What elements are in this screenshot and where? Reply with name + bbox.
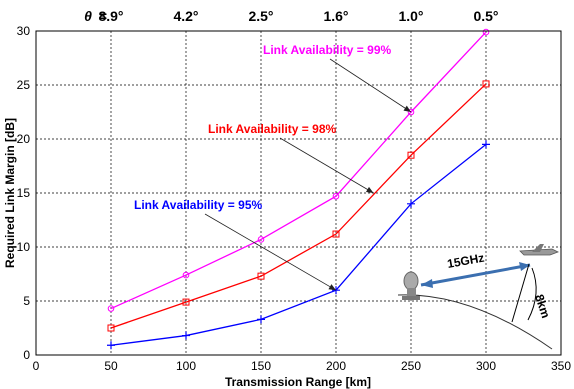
series-circle: [107, 28, 490, 312]
data-point: [482, 80, 490, 88]
plot-frame: [35, 30, 562, 356]
altitude-brace: [527, 267, 537, 321]
y-axis-title: Required Link Margin [dB]: [3, 118, 17, 268]
data-point: [107, 341, 115, 350]
grid: [36, 31, 561, 355]
data-point: [182, 298, 190, 306]
annotation-label: Link Availability = 95%: [134, 198, 262, 212]
x-tick-label: 100: [176, 359, 196, 373]
data-point: [257, 315, 265, 324]
x-axis-title: Transmission Range [km]: [225, 375, 371, 389]
altitude-line: [511, 263, 530, 323]
theta-label: 0.5°: [473, 8, 498, 24]
x-tick-label: 300: [476, 359, 496, 373]
series-layer: [107, 28, 490, 350]
series-line: [110, 31, 487, 310]
data-point: [407, 199, 415, 208]
data-point: [332, 192, 340, 200]
series-line: [110, 143, 487, 346]
theta-label: 8.9°: [98, 8, 123, 24]
annotation: Link Availability = 98%: [208, 122, 374, 194]
data-point: [407, 108, 415, 116]
theta-symbol: θ: [84, 8, 92, 24]
y-tick-label: 20: [17, 132, 31, 146]
x-tick-label: 200: [326, 359, 346, 373]
y-tick-label: 5: [23, 294, 30, 308]
x-tick-label: 250: [401, 359, 421, 373]
theta-labels: 8.9° 4.2° 2.5° 1.6° 1.0° 0.5°: [98, 8, 498, 24]
annotation-arrow: [279, 137, 374, 194]
y-tick-label: 25: [17, 78, 31, 92]
data-point: [332, 230, 340, 238]
x-tick-label: 150: [251, 359, 271, 373]
data-point: [257, 236, 265, 243]
theta-header: θ =: [84, 8, 107, 24]
data-point: [107, 305, 115, 312]
data-point: [407, 151, 415, 159]
data-point: [482, 28, 490, 36]
link-arrow-right-icon: [519, 262, 530, 271]
inset-illustration: 15GHz 8km: [397, 244, 559, 350]
x-tick-label: 0: [33, 359, 40, 373]
aircraft-icon: [519, 244, 559, 256]
theta-label: 1.6°: [323, 8, 348, 24]
data-point: [182, 331, 190, 340]
x-tick-label: 50: [104, 359, 118, 373]
altitude-label: 8km: [532, 293, 553, 320]
annotation-arrow: [329, 58, 412, 113]
annotation: Link Availability = 99%: [263, 43, 412, 113]
data-point: [182, 271, 190, 279]
link-arrow-left-icon: [421, 279, 433, 288]
frequency-label: 15GHz: [446, 251, 485, 271]
annotation-label: Link Availability = 99%: [263, 43, 391, 57]
data-point: [482, 140, 490, 149]
series-line: [110, 83, 487, 329]
theta-label: 1.0°: [398, 8, 423, 24]
y-tick-label: 0: [23, 348, 30, 362]
data-point: [257, 272, 265, 280]
earth-curve: [397, 294, 553, 350]
series-square: [107, 80, 490, 332]
annotation-arrowhead: [328, 284, 336, 291]
x-tick-labels: 0 50 100 150 200 250 300 350: [33, 359, 572, 373]
annotations: Link Availability = 99% Link Availability…: [134, 43, 412, 291]
y-tick-labels: 0 5 10 15 20 25 30: [17, 24, 31, 362]
theta-label: 4.2°: [173, 8, 198, 24]
data-point: [107, 324, 115, 332]
theta-equals: =: [99, 8, 107, 24]
y-tick-label: 15: [17, 186, 31, 200]
y-tick-label: 10: [17, 240, 31, 254]
annotation-arrowhead: [403, 105, 411, 112]
annotation-arrow: [204, 213, 337, 291]
annotation: Link Availability = 95%: [134, 198, 337, 291]
link-line: [420, 263, 531, 287]
annotation-arrowhead: [365, 186, 374, 193]
annotation-label: Link Availability = 98%: [208, 122, 336, 136]
theta-label: 2.5°: [248, 8, 273, 24]
ground-station-dish-icon: [402, 271, 420, 300]
y-tick-label: 30: [17, 24, 31, 38]
series-plus: [107, 140, 490, 350]
x-tick-label: 350: [551, 359, 571, 373]
